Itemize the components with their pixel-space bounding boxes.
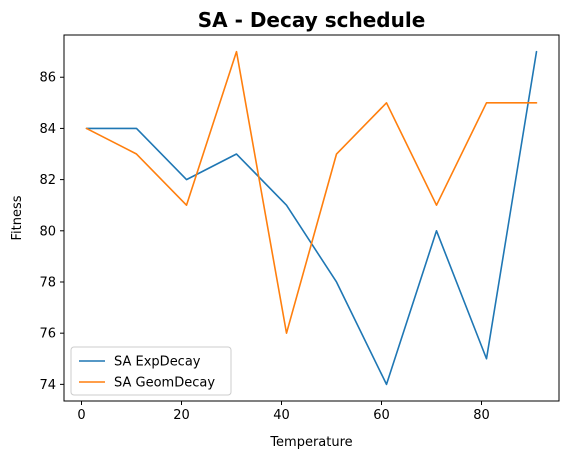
y-tick-label: 86 (39, 71, 56, 86)
x-tick-label: 60 (373, 408, 390, 423)
y-tick-label: 84 (39, 122, 56, 137)
legend-label: SA ExpDecay (114, 355, 201, 370)
legend: SA ExpDecay SA GeomDecay (70, 346, 232, 396)
y-tick-label: 74 (39, 378, 56, 393)
plot-frame (63, 34, 560, 402)
x-tick-label: 40 (273, 408, 290, 423)
y-tick-label: 82 (39, 173, 56, 188)
x-axis-label: Temperature (269, 435, 352, 450)
x-tick-label: 0 (77, 408, 85, 423)
series-2 (85, 50, 538, 334)
series-layer (85, 50, 538, 386)
series-line (85, 50, 538, 334)
series-1 (85, 50, 538, 386)
y-axis-label: Fitness (10, 195, 25, 240)
tick-layer: 0 20 40 60 80 74 76 78 80 82 84 86 (39, 71, 489, 423)
y-tick-label: 76 (39, 327, 56, 342)
legend-label: SA GeomDecay (114, 376, 215, 391)
chart-title: SA - Decay schedule (198, 8, 426, 32)
series-line (85, 50, 538, 386)
y-tick-label: 80 (39, 224, 56, 239)
legend-box (70, 346, 232, 396)
y-tick-label: 78 (39, 275, 56, 290)
x-tick-label: 20 (173, 408, 190, 423)
x-tick-label: 80 (473, 408, 490, 423)
